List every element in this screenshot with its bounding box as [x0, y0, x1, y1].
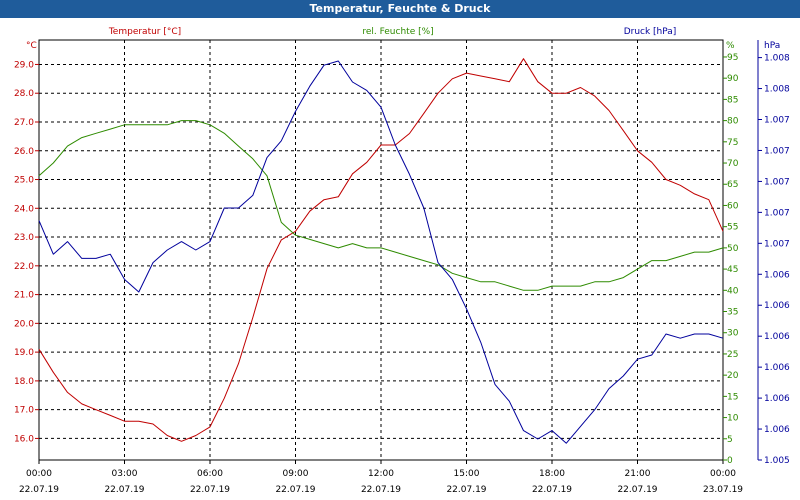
x-tick-time: 00:00	[26, 469, 52, 479]
x-tick-time: 03:00	[112, 469, 138, 479]
x-tick-time: 00:00	[710, 469, 736, 479]
temperature-tick-label: 26.0	[14, 147, 34, 157]
pressure-tick-label: 1.006	[764, 394, 790, 404]
pressure-axis: 1.005 1.006 1.006 1.006 1.006 1.006 1.006 1.007…	[757, 40, 790, 466]
humidity-axis: 0 5 10 15 20 25 30 35 40 45 50 55 60 65 70 75 80 85 90 95	[723, 53, 739, 466]
x-tick-date: 22.07.19	[275, 485, 315, 495]
humidity-tick-label: 35	[727, 308, 738, 318]
temperature-tick-label: 24.0	[14, 204, 34, 214]
pressure-tick-label: 1.006	[764, 270, 790, 280]
humidity-tick-label: 60	[727, 201, 739, 211]
pressure-tick-label: 1.007	[764, 208, 790, 218]
humidity-tick-label: 25	[727, 350, 738, 360]
humidity-tick-label: 30	[727, 329, 739, 339]
temperature-tick-label: 18.0	[14, 377, 34, 387]
x-tick-date: 22.07.19	[361, 485, 401, 495]
grid	[39, 40, 723, 460]
x-tick-date: 22.07.19	[532, 485, 572, 495]
pressure-tick-label: 1.007	[764, 116, 790, 126]
x-tick-time: 12:00	[368, 469, 394, 479]
pressure-tick-label: 1.007	[764, 146, 790, 156]
pressure-tick-label: 1.008	[764, 85, 790, 95]
humidity-tick-label: 80	[727, 117, 739, 127]
humidity-tick-label: 85	[727, 95, 738, 105]
pressure-tick-label: 1.006	[764, 363, 790, 373]
pressure-tick-label: 1.005	[764, 456, 790, 466]
series-lines	[38, 58, 724, 444]
pressure-tick-label: 1.008	[764, 54, 790, 64]
humidity-tick-label: 90	[727, 74, 739, 84]
humidity-tick-label: 55	[727, 223, 738, 233]
pressure-tick-label: 1.007	[764, 177, 790, 187]
temperature-unit-label: °C	[26, 41, 37, 51]
temperature-tick-label: 23.0	[14, 233, 34, 243]
temperature-tick-label: 21.0	[14, 291, 34, 301]
pressure-unit-label: hPa	[764, 41, 780, 51]
chart-title: Temperatur, Feuchte & Druck	[0, 0, 800, 18]
chart: 00:00 22.07.19 03:00 22.07.19 06:00 22.07.19 0…	[14, 27, 790, 495]
x-tick-date: 23.07.19	[703, 485, 743, 495]
x-tick-time: 09:00	[283, 469, 309, 479]
humidity-tick-label: 50	[727, 244, 739, 254]
temperature-tick-label: 29.0	[14, 60, 34, 70]
pressure-tick-label: 1.006	[764, 332, 790, 342]
x-tick-time: 21:00	[625, 469, 651, 479]
temperature-series-label: Temperatur [°C]	[108, 27, 181, 37]
humidity-series-label: rel. Feuchte [%]	[362, 27, 433, 37]
pressure-tick-label: 1.007	[764, 239, 790, 249]
humidity-tick-label: 65	[727, 180, 738, 190]
humidity-tick-label: 0	[727, 456, 733, 466]
x-tick-time: 15:00	[454, 469, 480, 479]
pressure-tick-label: 1.006	[764, 425, 790, 435]
humidity-unit-label: %	[726, 41, 735, 51]
temperature-tick-label: 20.0	[14, 319, 34, 329]
humidity-tick-label: 5	[727, 435, 733, 445]
temperature-axis: 16.0 17.0 18.0 19.0 20.0 21.0 22.0 23.0 24.0 25.0…	[14, 60, 39, 444]
humidity-tick-label: 75	[727, 138, 738, 148]
humidity-tick-label: 20	[727, 371, 739, 381]
humidity-tick-label: 45	[727, 265, 738, 275]
humidity-tick-label: 10	[727, 414, 739, 424]
humidity-tick-label: 15	[727, 392, 738, 402]
temperature-tick-label: 22.0	[14, 262, 34, 272]
pressure-series-label: Druck [hPa]	[624, 27, 677, 37]
temperature-tick-label: 25.0	[14, 176, 34, 186]
temperature-series-line	[38, 58, 724, 442]
humidity-tick-label: 70	[727, 159, 739, 169]
pressure-tick-label: 1.006	[764, 301, 790, 311]
humidity-tick-label: 95	[727, 53, 738, 63]
x-tick-date: 22.07.19	[19, 485, 59, 495]
x-tick-date: 22.07.19	[104, 485, 144, 495]
temperature-tick-label: 17.0	[14, 406, 34, 416]
temperature-tick-label: 27.0	[14, 118, 34, 128]
x-tick-date: 22.07.19	[190, 485, 230, 495]
x-tick-date: 22.07.19	[446, 485, 486, 495]
x-tick-date: 22.07.19	[617, 485, 657, 495]
x-axis: 00:00 22.07.19 03:00 22.07.19 06:00 22.07.19 0…	[19, 460, 743, 495]
temperature-tick-label: 28.0	[14, 89, 34, 99]
pressure-series-line	[38, 60, 724, 444]
humidity-series-line	[38, 120, 724, 291]
x-tick-time: 06:00	[197, 469, 223, 479]
x-tick-time: 18:00	[539, 469, 565, 479]
temperature-tick-label: 19.0	[14, 348, 34, 358]
temperature-tick-label: 16.0	[14, 434, 34, 444]
humidity-tick-label: 40	[727, 286, 739, 296]
